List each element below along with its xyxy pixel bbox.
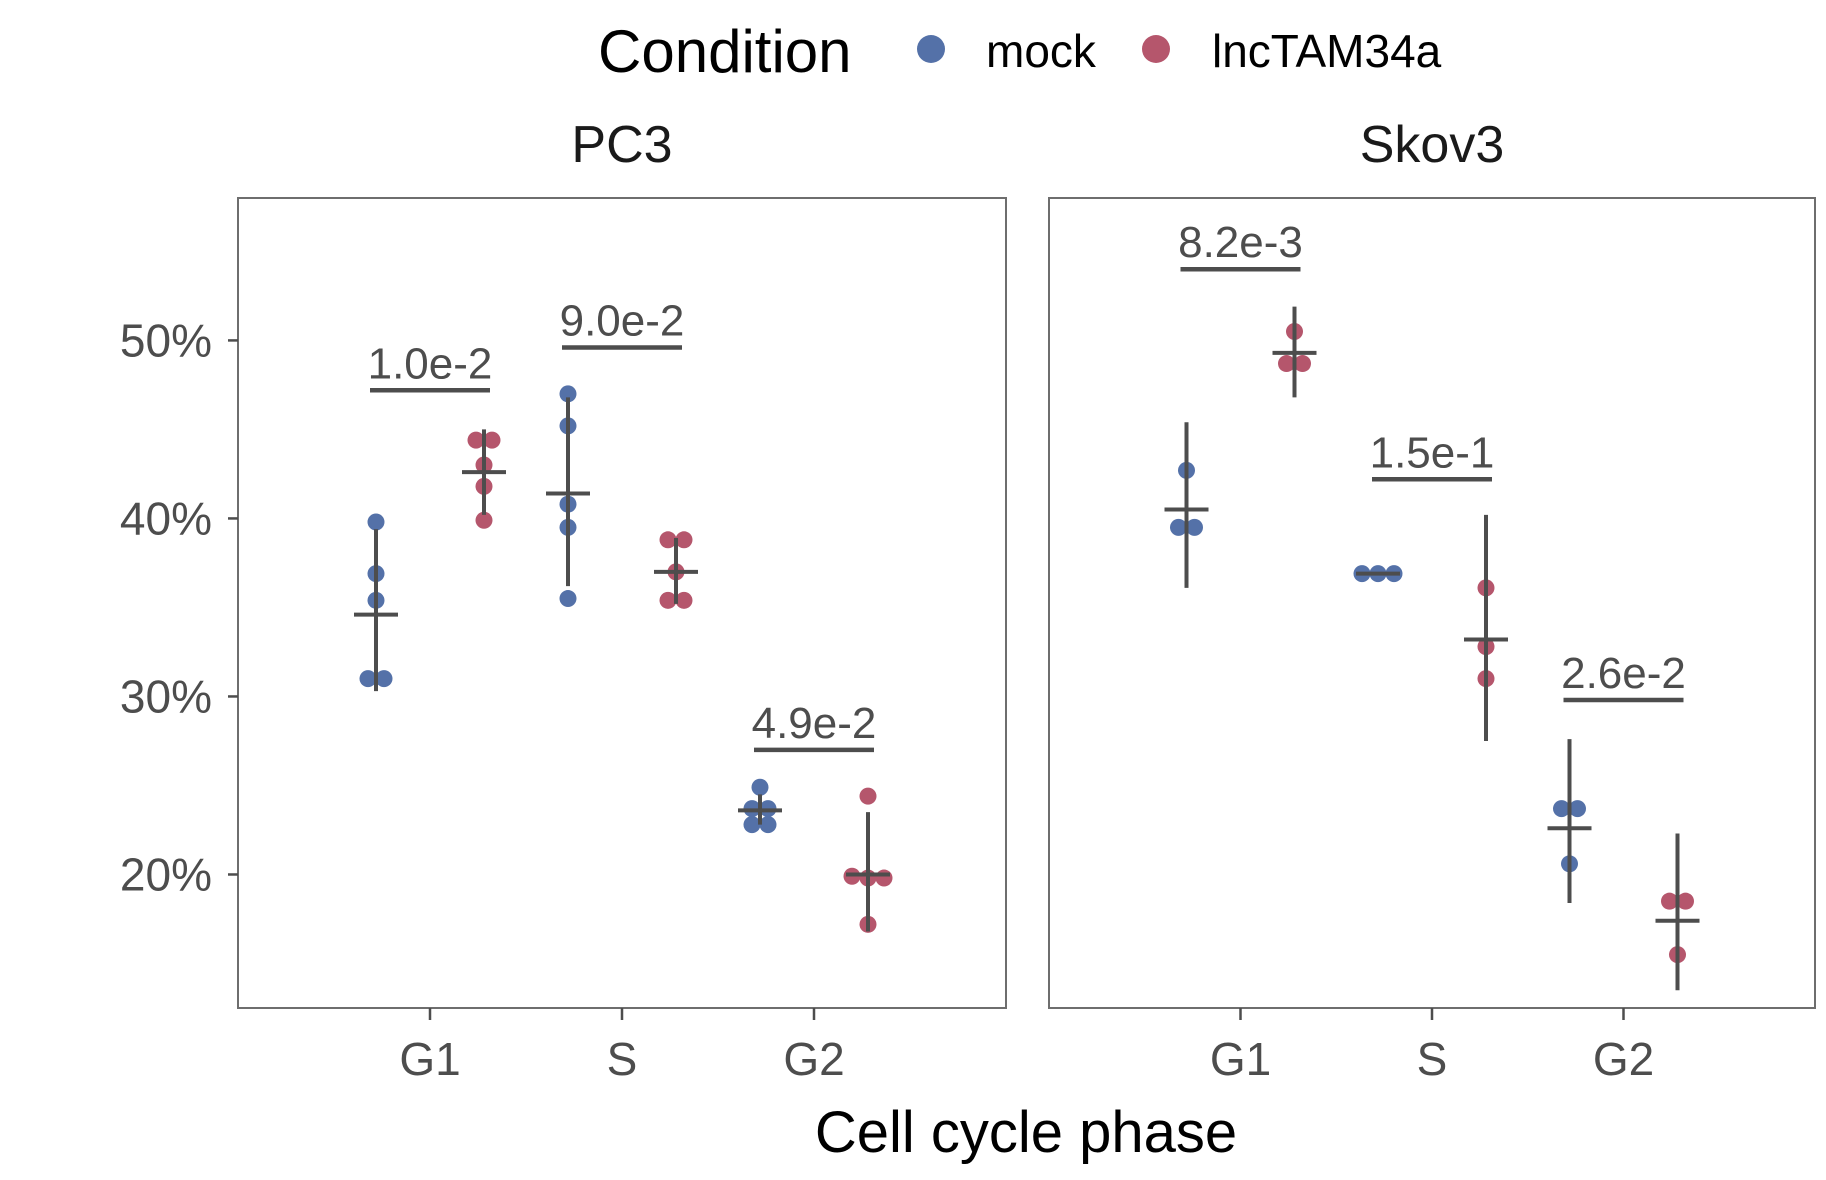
pvalue-label: 8.2e-3 [1178, 218, 1303, 267]
legend-label-mock: mock [986, 25, 1097, 77]
y-tick-label-20: 20% [120, 848, 212, 900]
panel-skov3: Skov3 G1 S G2 8.2e-3 1.5e-1 2.6e-2 [1048, 116, 1816, 1085]
data-point [759, 816, 777, 834]
panels: PC3 G1 S G2 1.0e-2 9.0e-2 4.9e-2 Skov3 G1 S G2 8.2e… [237, 116, 1816, 1085]
y-tick-label-30: 30% [120, 670, 212, 722]
x-tick-label-g1: G1 [399, 1033, 460, 1085]
data-point [475, 511, 493, 529]
data-point [675, 531, 693, 549]
pvalue-label: 1.5e-1 [1370, 428, 1495, 477]
data-point [659, 591, 677, 609]
legend-swatch-lnctam34a [1142, 35, 1170, 63]
data-point [467, 431, 485, 449]
x-tick-label-g2: G2 [783, 1033, 844, 1085]
data-point [659, 531, 677, 549]
data-point [875, 869, 893, 887]
data-point [675, 591, 693, 609]
data-point [559, 590, 577, 608]
legend-swatch-mock [917, 35, 945, 63]
data-point [1677, 892, 1694, 910]
data-point [859, 787, 877, 805]
x-tick-label-g2: G2 [1593, 1033, 1654, 1085]
group-g2-lnctam34a [843, 787, 893, 933]
data-point [1294, 355, 1311, 373]
data-point [359, 670, 377, 688]
facet-title: Skov3 [1360, 116, 1505, 174]
x-tick-label-s: S [607, 1033, 638, 1085]
data-point [1186, 518, 1203, 536]
group-g1-mock [354, 513, 398, 692]
pvalue-label: 4.9e-2 [752, 699, 877, 748]
y-tick-label-40: 40% [120, 492, 212, 544]
pvalue-label: 9.0e-2 [560, 297, 685, 346]
group-g2-lnctam34a [1655, 833, 1700, 991]
group-g1-mock [1164, 422, 1209, 588]
legend-label-lnctam34a: lncTAM34a [1212, 25, 1442, 77]
group-g2-mock [1547, 739, 1592, 903]
group-s-mock [546, 385, 590, 608]
legend: Condition mock lncTAM34a [598, 18, 1442, 85]
x-tick-label-g1: G1 [1210, 1033, 1271, 1085]
panel-pc3: PC3 G1 S G2 1.0e-2 9.0e-2 4.9e-2 [237, 116, 1007, 1085]
facet-title: PC3 [571, 116, 672, 174]
legend-title: Condition [598, 18, 852, 85]
group-s-lnctam34a [1464, 514, 1508, 741]
data-point [743, 816, 761, 834]
data-point [375, 670, 393, 688]
panel-frame [1048, 197, 1816, 1009]
data-point [1553, 800, 1570, 818]
data-point [751, 778, 769, 796]
data-point [483, 431, 501, 449]
pvalue-label: 1.0e-2 [368, 339, 493, 388]
data-point [367, 513, 385, 531]
group-s-mock [1353, 565, 1403, 583]
x-tick-label-s: S [1417, 1033, 1448, 1085]
data-point [559, 385, 577, 403]
group-g2-mock [738, 778, 782, 834]
data-point [1661, 892, 1678, 910]
data-point [1278, 355, 1295, 373]
data-point [1569, 800, 1586, 818]
group-s-lnctam34a [654, 531, 698, 609]
group-g1-lnctam34a [462, 429, 506, 529]
y-axis: 20% 30% 40% 50% [120, 314, 238, 900]
group-g1-lnctam34a [1272, 306, 1317, 398]
x-axis-title: Cell cycle phase [815, 1100, 1237, 1165]
pvalue-label: 2.6e-2 [1561, 649, 1686, 698]
data-point [1170, 518, 1187, 536]
y-tick-label-50: 50% [120, 314, 212, 366]
